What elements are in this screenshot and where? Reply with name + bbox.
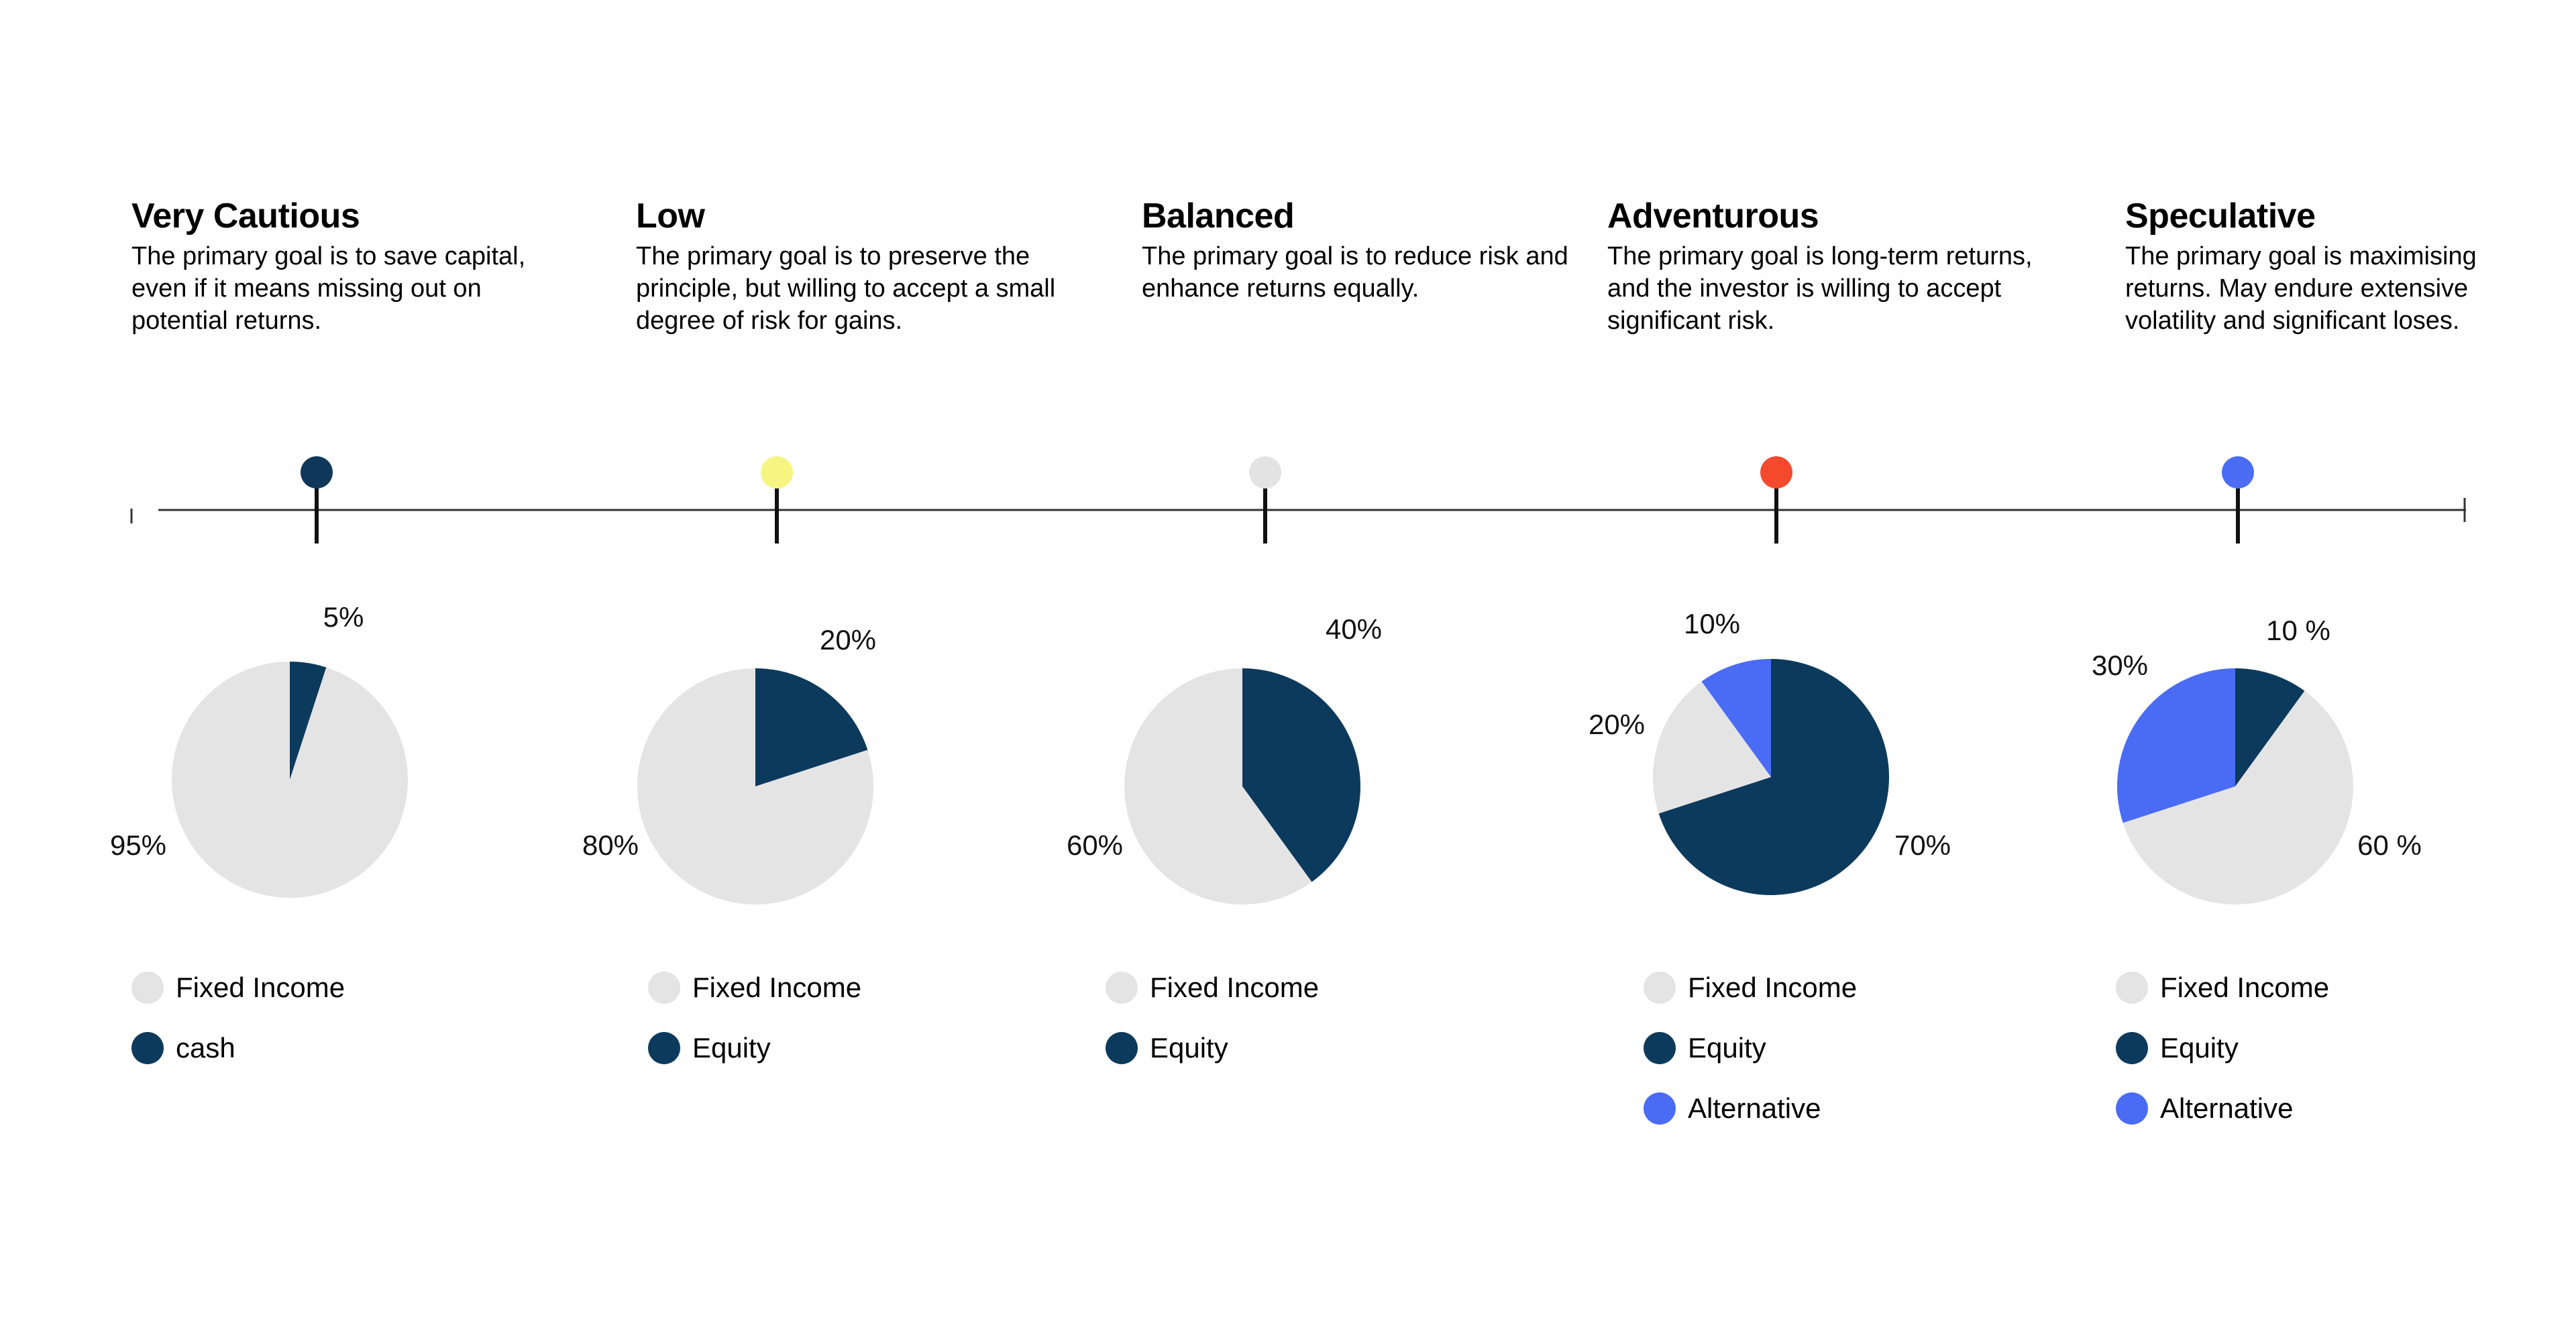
profile-title: Adventurous xyxy=(1607,197,1819,236)
pie-slice-fixed-income xyxy=(1653,681,1771,814)
legend-label: Equity xyxy=(1150,1032,1228,1064)
legend-item-equity: Equity xyxy=(2116,1032,2329,1064)
legend-item-equity: Equity xyxy=(1644,1032,1857,1064)
timeline-marker-dot xyxy=(2222,456,2254,488)
pie-slice-label: 60% xyxy=(1067,829,1123,861)
legend-item-fixed-income: Fixed Income xyxy=(1644,972,1857,1004)
pie-slice-label: 5% xyxy=(323,601,364,633)
legend-item-fixed-income: Fixed Income xyxy=(131,972,345,1004)
profile-balanced: Balanced The primary goal is to reduce r… xyxy=(1142,195,1611,305)
legend-label: Fixed Income xyxy=(1688,972,1858,1003)
pie-slice-alternative xyxy=(2117,668,2235,823)
pie-slice-label: 20% xyxy=(820,624,876,656)
legend-item-fixed-income: Fixed Income xyxy=(2116,972,2329,1004)
legend-swatch xyxy=(2116,972,2148,1004)
pie-slice-label: 95% xyxy=(110,829,166,861)
pie-slice-fixed-income xyxy=(2123,690,2354,905)
pie-slice-equity xyxy=(1242,668,1360,882)
profile-very-cautious: Very Cautious The primary goal is to sav… xyxy=(131,195,601,337)
pie-slice-equity xyxy=(1658,659,1889,895)
pie-slice-equity xyxy=(755,668,868,786)
legend-balanced: Fixed Income Equity xyxy=(1106,972,1319,1092)
legend-swatch xyxy=(1106,1032,1138,1064)
legend-label: Fixed Income xyxy=(2160,972,2330,1003)
pie-slice-fixed-income xyxy=(172,662,408,898)
legend-adventurous: Fixed Income Equity Alternative xyxy=(1644,972,1857,1153)
pie-slice-cash xyxy=(290,662,327,780)
profile-description: The primary goal is to save capital, eve… xyxy=(131,242,526,335)
profile-description: The primary goal is to reduce risk and e… xyxy=(1142,242,1568,303)
legend-very-cautious: Fixed Income cash xyxy=(131,972,345,1092)
legend-swatch xyxy=(2116,1092,2148,1125)
profile-description: The primary goal is maximising returns. … xyxy=(2125,242,2477,335)
profile-adventurous: Adventurous The primary goal is long-ter… xyxy=(1607,195,2077,337)
pie-slice-label: 60 % xyxy=(2357,829,2422,861)
profile-title: Balanced xyxy=(1142,197,1295,236)
legend-label: Equity xyxy=(692,1032,771,1064)
profile-title: Low xyxy=(636,197,705,236)
legend-label: Alternative xyxy=(2160,1092,2294,1124)
legend-item-equity: Equity xyxy=(1106,1032,1319,1064)
pie-slice-label: 10 % xyxy=(2266,615,2330,646)
legend-label: Equity xyxy=(1688,1032,1766,1064)
legend-swatch xyxy=(648,972,680,1004)
legend-swatch xyxy=(1644,972,1676,1004)
pie-slice-label: 20% xyxy=(1589,709,1645,740)
legend-label: Fixed Income xyxy=(1150,972,1320,1003)
timeline-marker-dot xyxy=(761,456,793,488)
legend-label: cash xyxy=(176,1032,235,1064)
legend-swatch xyxy=(131,1032,164,1064)
profile-title: Speculative xyxy=(2125,197,2316,236)
legend-item-cash: cash xyxy=(131,1032,345,1064)
legend-label: Fixed Income xyxy=(176,972,345,1003)
pie-slice-label: 30% xyxy=(2092,650,2148,681)
timeline-marker-dot xyxy=(1760,456,1792,488)
legend-label: Equity xyxy=(2160,1032,2239,1064)
legend-label: Alternative xyxy=(1688,1092,1821,1124)
legend-swatch xyxy=(1106,972,1138,1004)
pie-slice-fixed-income xyxy=(1124,668,1312,905)
profile-speculative: Speculative The primary goal is maximisi… xyxy=(2125,195,2576,337)
pie-slice-fixed-income xyxy=(637,668,873,905)
timeline-marker-dot xyxy=(1249,456,1281,488)
pie-slice-label: 70% xyxy=(1894,829,1951,861)
legend-swatch xyxy=(2116,1032,2148,1064)
legend-item-fixed-income: Fixed Income xyxy=(648,972,861,1004)
legend-speculative: Fixed Income Equity Alternative xyxy=(2116,972,2329,1153)
legend-item-fixed-income: Fixed Income xyxy=(1106,972,1319,1004)
pie-slice-alternative xyxy=(1701,659,1771,777)
legend-item-alternative: Alternative xyxy=(1644,1092,1857,1125)
legend-swatch xyxy=(648,1032,680,1064)
legend-item-equity: Equity xyxy=(648,1032,861,1064)
legend-low: Fixed Income Equity xyxy=(648,972,861,1092)
legend-label: Fixed Income xyxy=(692,972,862,1003)
risk-timeline xyxy=(130,456,2466,544)
legend-swatch xyxy=(131,972,164,1004)
profile-title: Very Cautious xyxy=(131,197,360,236)
pie-slice-label: 80% xyxy=(582,829,639,861)
legend-swatch xyxy=(1644,1092,1676,1125)
profile-description: The primary goal is to preserve the prin… xyxy=(636,242,1056,335)
pie-slice-label: 40% xyxy=(1326,613,1382,645)
profile-low: Low The primary goal is to preserve the … xyxy=(636,195,1106,337)
timeline-marker-dot xyxy=(301,456,333,488)
legend-swatch xyxy=(1644,1032,1676,1064)
pie-slice-equity xyxy=(2235,668,2305,786)
profile-description: The primary goal is long-term returns, a… xyxy=(1607,242,2033,335)
allocation-pies: 5% 95% 20% 80% 40% 60% 70% 20% 10% 10 % 60 % 30% xyxy=(110,601,2422,905)
pie-slice-label: 10% xyxy=(1684,608,1740,639)
legend-item-alternative: Alternative xyxy=(2116,1092,2329,1125)
